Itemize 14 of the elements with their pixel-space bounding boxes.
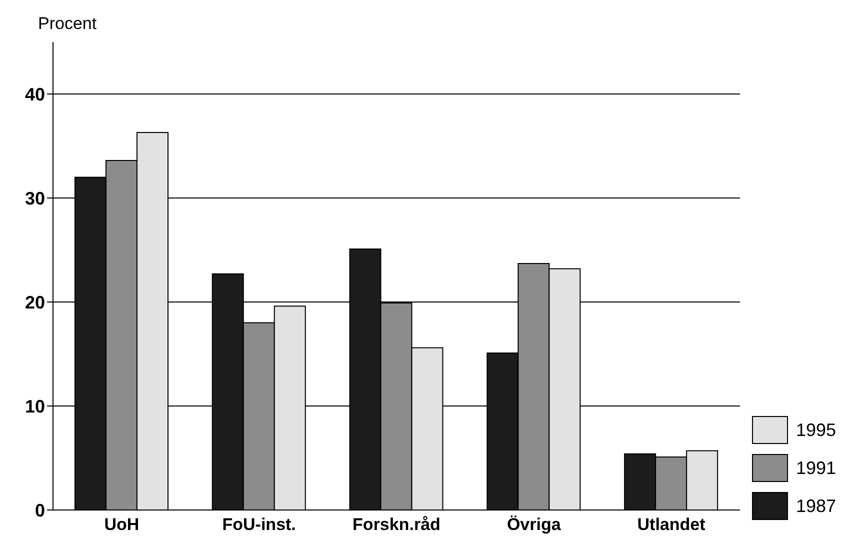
x-tick-label: UoH	[104, 515, 140, 534]
y-tick-label: 40	[24, 84, 45, 104]
x-tick-label: Forskn.råd	[352, 515, 440, 534]
legend-label: 1991	[796, 458, 836, 478]
legend-label: 1995	[796, 420, 836, 440]
y-axis-title: Procent	[38, 14, 97, 34]
y-tick-label: 20	[24, 292, 45, 312]
y-tick-label: 30	[24, 188, 45, 208]
x-tick-label: Utlandet	[637, 515, 706, 534]
x-tick-label: FoU-inst.	[222, 515, 296, 534]
legend-label: 1987	[796, 496, 836, 516]
y-tick-label: 10	[24, 396, 45, 416]
x-tick-label: Övriga	[506, 515, 562, 534]
y-tick-label: 0	[34, 500, 45, 520]
